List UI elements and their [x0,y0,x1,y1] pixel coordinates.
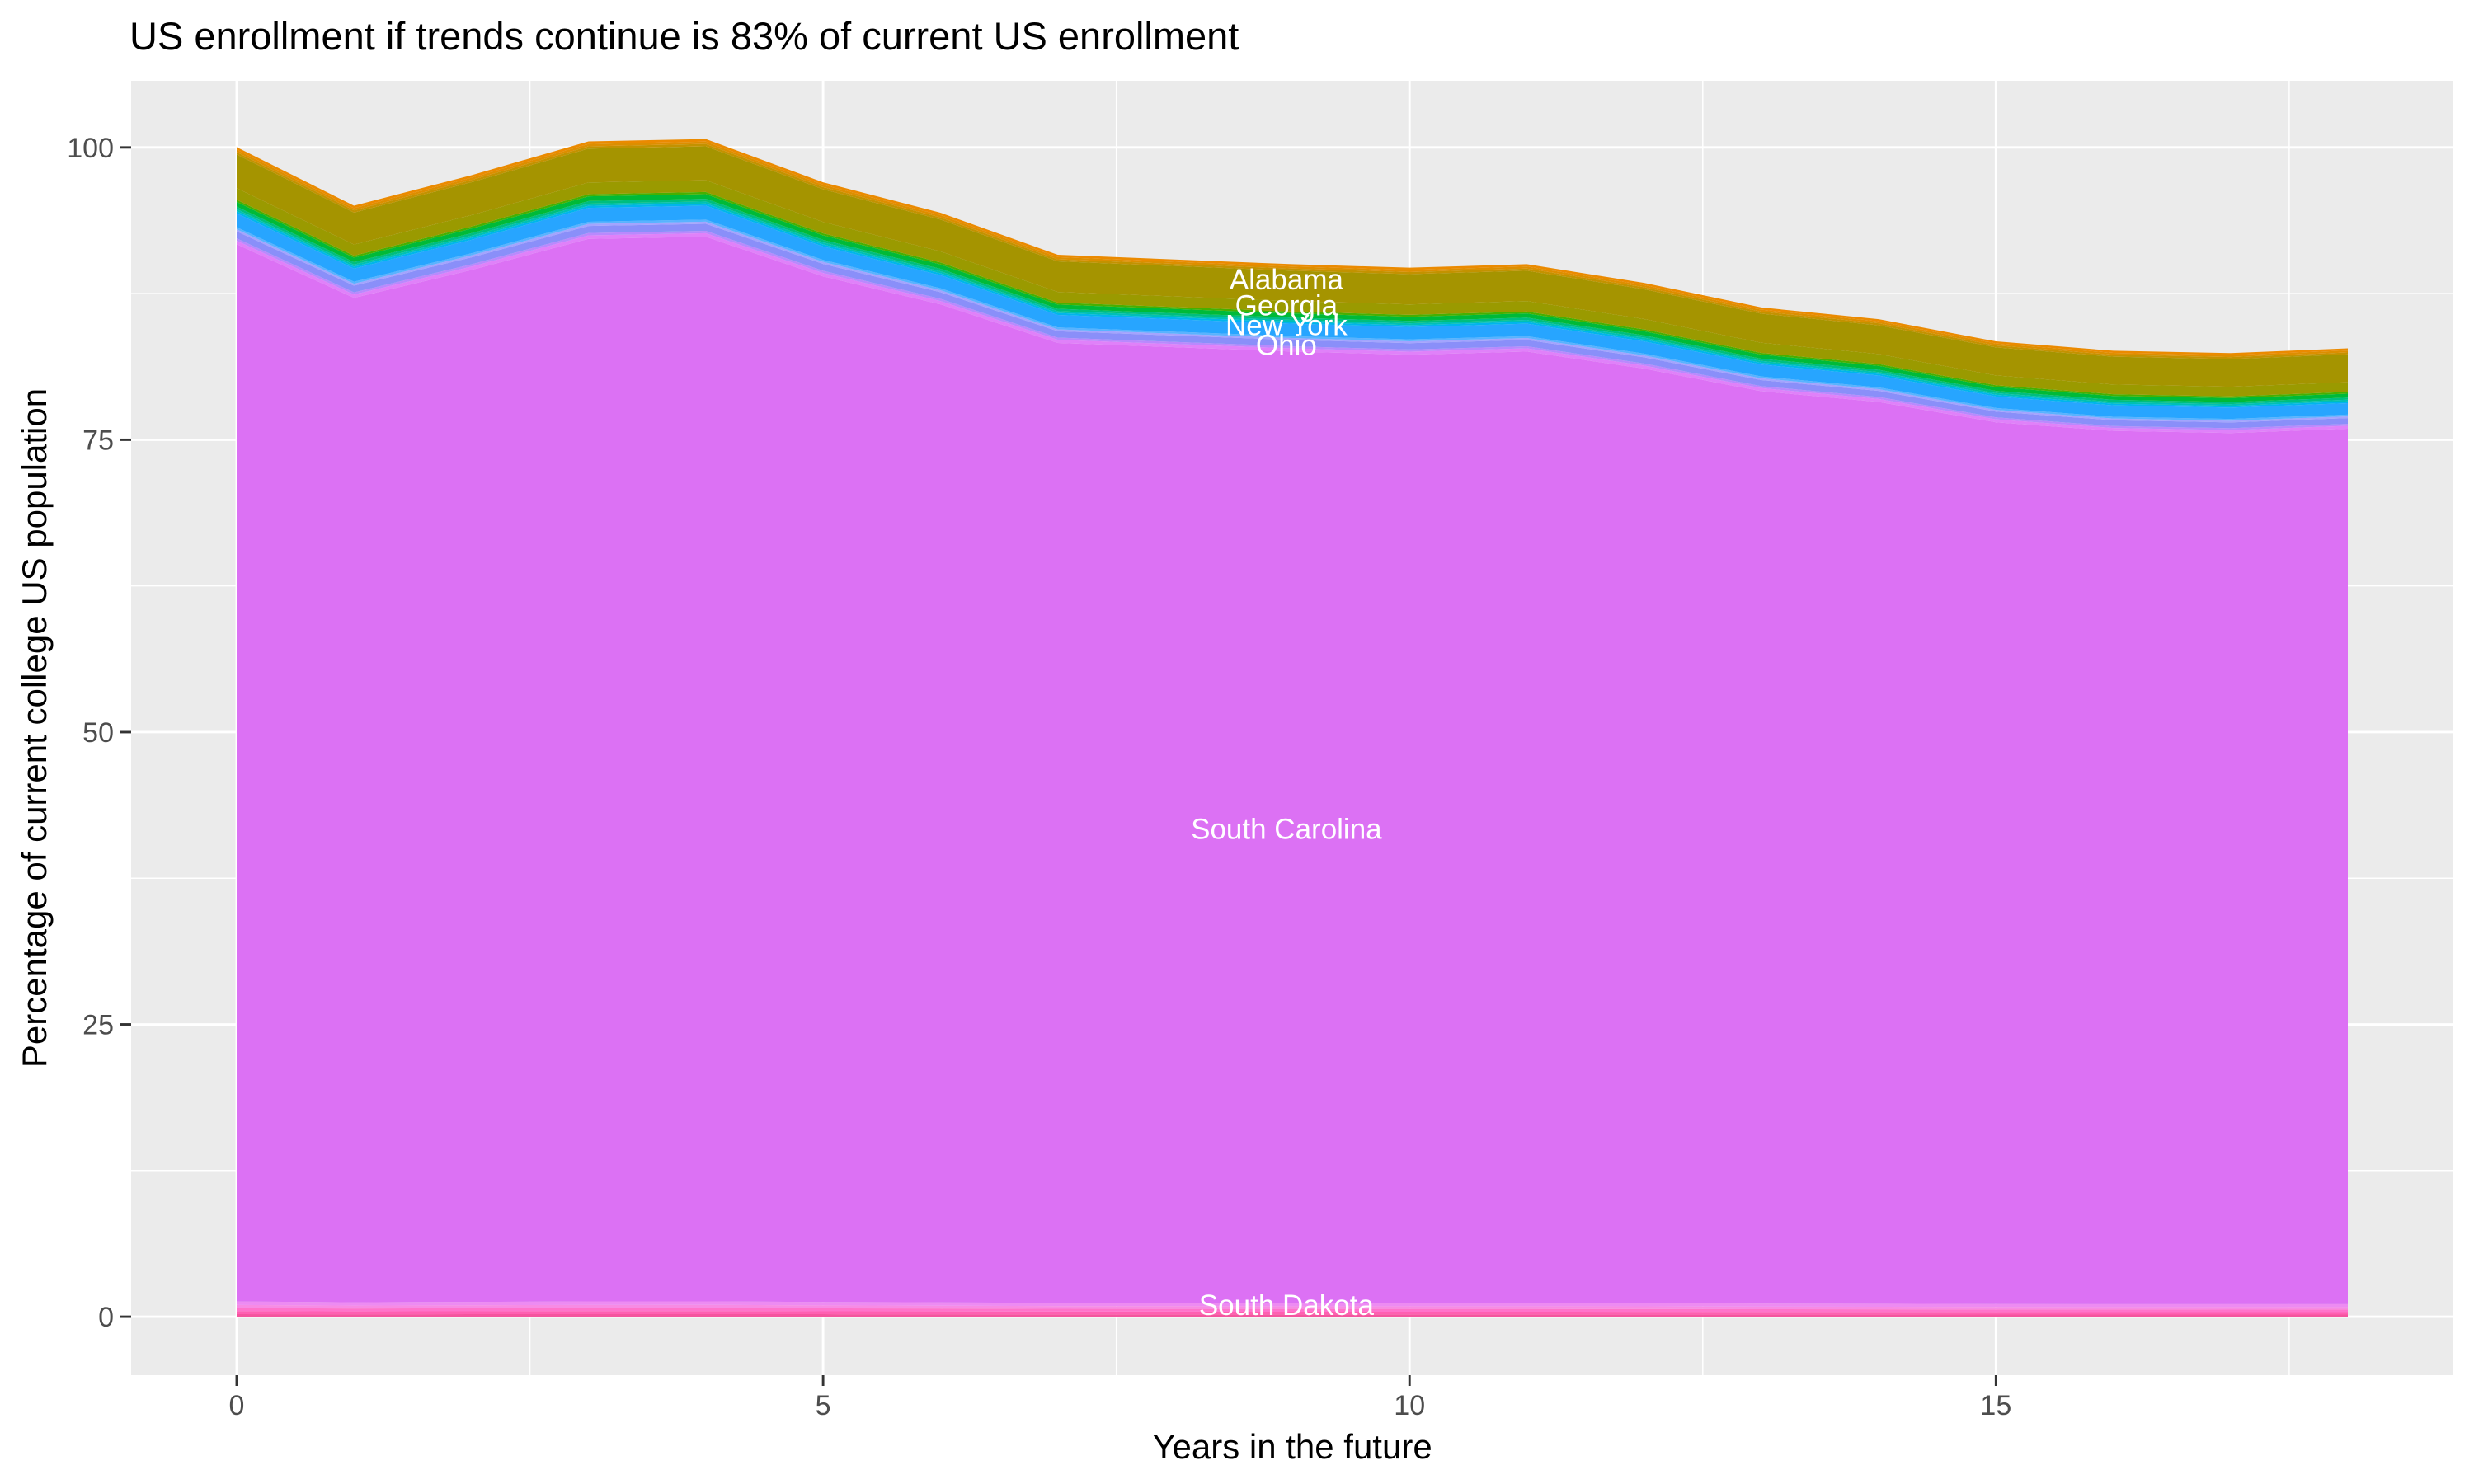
area-stripe-0 [237,1313,2348,1317]
x-tick-label: 0 [229,1390,245,1421]
area-stripe-2 [237,1308,2348,1313]
y-tick-label: 0 [98,1302,114,1333]
area-south-dakota [237,1301,2348,1308]
x-axis-title: Years in the future [1152,1427,1432,1466]
state-label-south-carolina: South Carolina [1191,814,1382,846]
x-tick-label: 15 [1980,1390,2011,1421]
y-tick-label: 50 [82,717,114,749]
x-tick-label: 10 [1394,1390,1425,1421]
state-label-ohio: Ohio [1256,330,1317,362]
y-tick-label: 100 [67,133,114,164]
area-alabama [237,146,2348,387]
y-tick-label: 75 [82,425,114,456]
area-south-carolina [237,237,2348,1304]
y-tick-label: 25 [82,1010,114,1041]
y-axis-title: Percentage of current college US populat… [15,387,54,1068]
state-label-new-york: New York [1225,309,1348,341]
plot-title: US enrollment if trends continue is 83% … [129,14,1239,58]
area-stripe-1 [237,1311,2348,1315]
state-label-georgia: Georgia [1235,289,1338,322]
x-tick-label: 5 [816,1390,831,1421]
state-label-south-dakota: South Dakota [1199,1289,1375,1322]
state-label-alabama: Alabama [1230,264,1344,296]
area-stripe-3 [237,1304,2348,1310]
